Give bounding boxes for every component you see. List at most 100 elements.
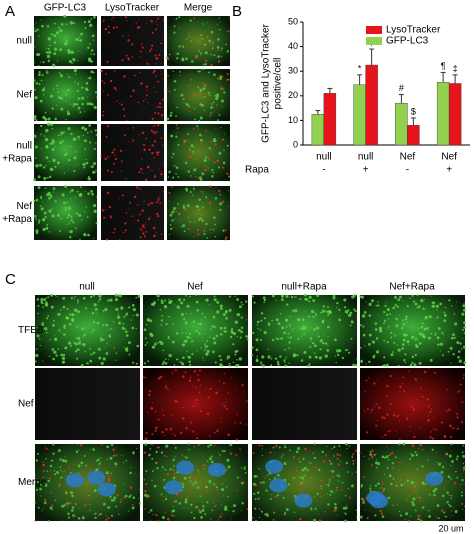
speckle — [59, 466, 62, 468]
speckle — [221, 96, 223, 98]
speckle — [145, 230, 148, 233]
speckle — [151, 479, 153, 482]
speckle — [436, 309, 438, 311]
speckle — [216, 429, 219, 433]
speckle — [213, 505, 217, 508]
speckle — [288, 341, 291, 344]
speckle — [289, 336, 293, 339]
speckle — [216, 104, 218, 106]
speckle — [41, 201, 43, 203]
speckle — [93, 489, 97, 493]
nucleus — [97, 482, 116, 497]
speckle — [406, 334, 409, 337]
speckle — [192, 483, 195, 486]
speckle — [140, 56, 142, 58]
speckle — [212, 40, 215, 43]
speckle — [189, 480, 192, 483]
speckle — [104, 308, 108, 312]
speckle — [202, 337, 204, 339]
speckle — [90, 53, 92, 55]
speckle — [97, 514, 100, 517]
speckle — [159, 375, 163, 379]
speckle — [171, 227, 173, 230]
speckle — [115, 88, 118, 91]
speckle — [392, 477, 395, 480]
speckle — [370, 411, 372, 414]
speckle — [62, 296, 66, 300]
speckle — [387, 327, 390, 329]
speckle — [280, 298, 284, 302]
speckle — [210, 53, 213, 56]
speckle — [227, 205, 229, 207]
speckle — [398, 461, 402, 464]
speckle — [225, 330, 228, 333]
speckle — [60, 217, 62, 220]
speckle — [322, 305, 325, 308]
speckle — [172, 469, 175, 471]
speckle — [406, 479, 409, 482]
speckle — [155, 75, 157, 77]
speckle — [432, 301, 436, 305]
speckle — [190, 494, 192, 496]
speckle — [51, 214, 55, 218]
speckle — [129, 201, 132, 204]
column-label: Nef — [187, 282, 203, 293]
speckle — [97, 300, 100, 303]
speckle — [146, 165, 150, 169]
scale-bar-label: 20 um — [438, 523, 463, 533]
speckle — [255, 475, 258, 478]
speckle — [411, 501, 414, 504]
speckle — [226, 30, 228, 32]
speckle — [199, 409, 203, 413]
speckle — [401, 347, 404, 350]
speckle — [177, 202, 179, 205]
speckle — [211, 149, 213, 151]
speckle — [132, 89, 135, 92]
speckle — [232, 510, 235, 513]
speckle — [216, 300, 220, 304]
speckle — [59, 141, 62, 145]
speckle — [34, 97, 36, 99]
speckle — [40, 124, 43, 128]
speckle — [63, 504, 66, 507]
speckle — [174, 456, 176, 458]
speckle — [293, 296, 296, 298]
speckle — [33, 117, 36, 120]
speckle — [62, 471, 64, 473]
speckle — [387, 458, 390, 461]
speckle — [132, 127, 135, 129]
speckle — [107, 478, 111, 481]
speckle — [168, 315, 170, 318]
speckle — [183, 507, 185, 509]
speckle — [120, 160, 123, 162]
speckle — [77, 310, 81, 314]
panel-label: A — [5, 3, 15, 20]
speckle — [413, 435, 416, 439]
speckle — [168, 234, 171, 236]
speckle — [443, 319, 447, 323]
speckle — [84, 211, 86, 213]
speckle — [164, 495, 166, 498]
speckle — [359, 452, 361, 454]
speckle — [206, 345, 209, 348]
speckle — [159, 202, 161, 204]
speckle — [49, 194, 53, 198]
speckle — [253, 482, 256, 486]
speckle — [51, 140, 55, 144]
speckle — [56, 295, 58, 297]
speckle — [172, 340, 175, 344]
speckle — [156, 131, 158, 133]
speckle — [123, 115, 126, 118]
speckle — [35, 474, 37, 476]
speckle — [450, 465, 452, 467]
speckle — [95, 169, 97, 171]
speckle — [109, 215, 112, 217]
speckle — [131, 215, 134, 217]
speckle — [182, 224, 186, 227]
speckle — [59, 72, 61, 74]
speckle — [79, 238, 81, 240]
speckle — [374, 328, 378, 331]
speckle — [199, 443, 201, 445]
speckle — [139, 228, 142, 231]
speckle — [426, 397, 430, 401]
